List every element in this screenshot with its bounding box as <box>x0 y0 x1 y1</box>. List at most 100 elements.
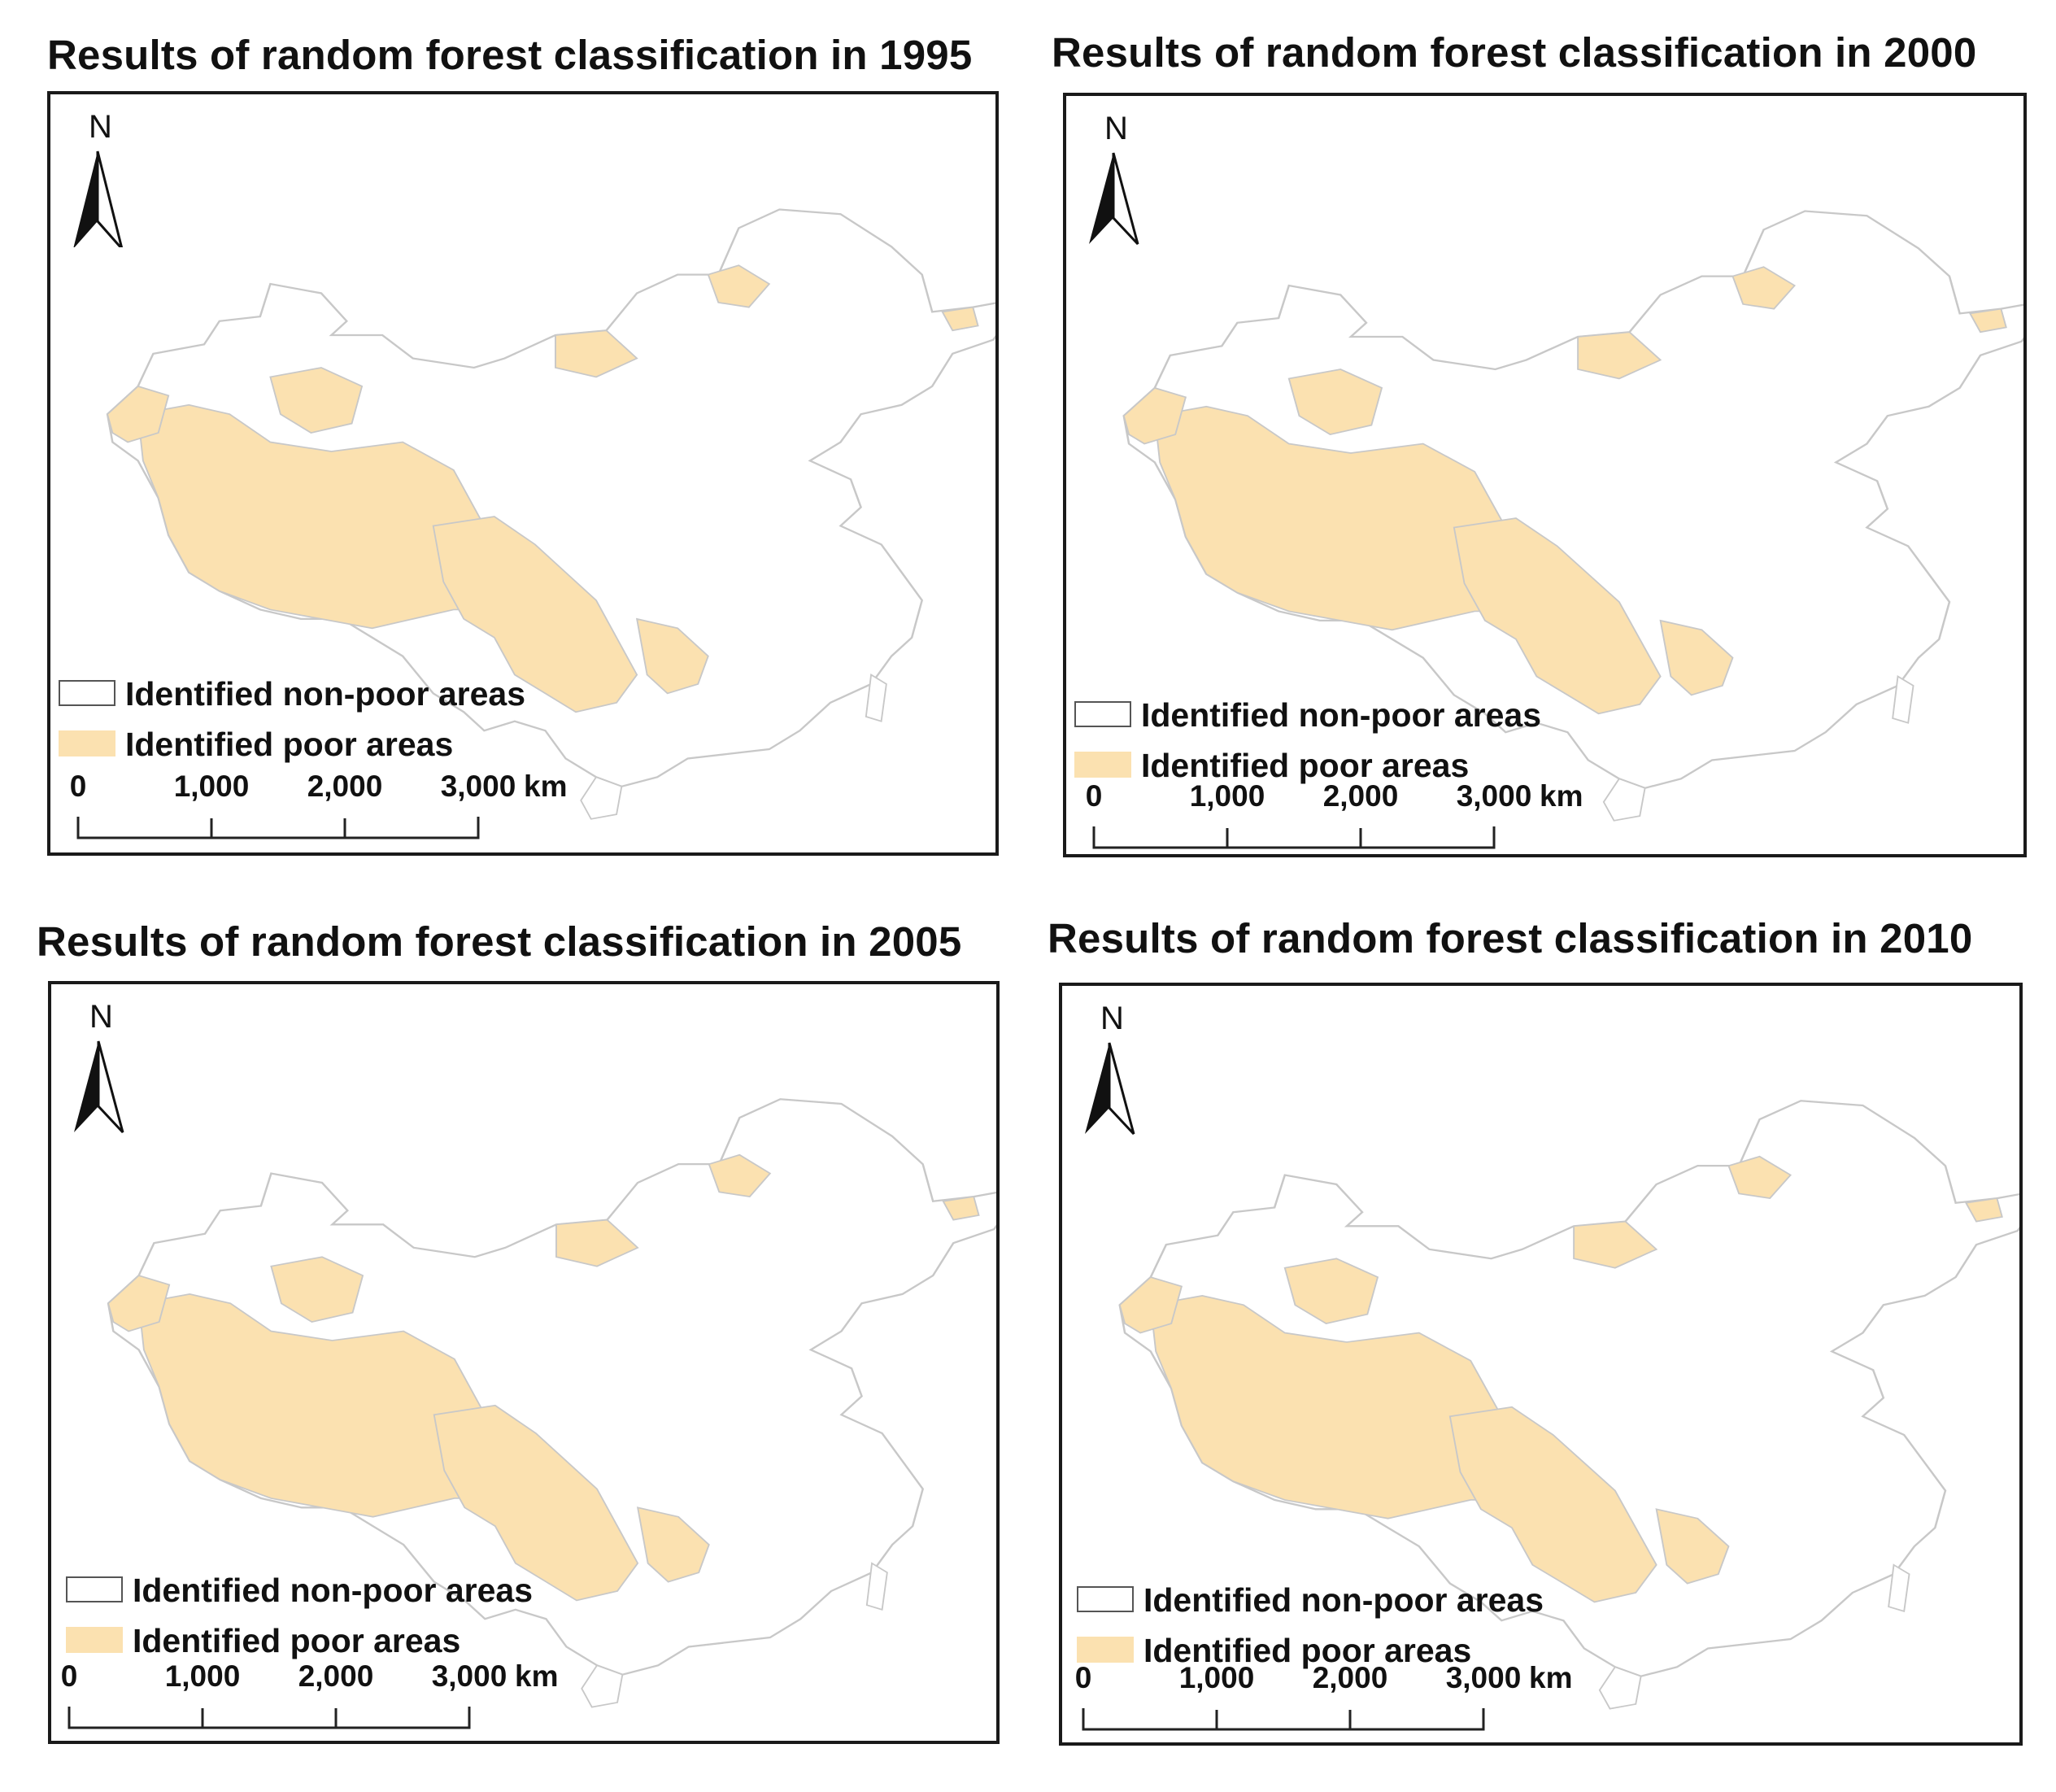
north-arrow-icon: N <box>67 109 140 247</box>
poor-region <box>137 1293 516 1518</box>
poor-region <box>1727 1155 1792 1200</box>
poor-region <box>433 1404 639 1602</box>
poor-region <box>270 1256 364 1323</box>
scale-tick-label: 1,000 <box>1178 1661 1255 1694</box>
non-poor-region <box>106 208 995 788</box>
map-frame: N Identified non-poor areas Identified p… <box>48 981 1000 1744</box>
non-poor-region <box>1118 1100 2019 1677</box>
legend-swatch-non-poor <box>66 1576 123 1602</box>
scale-tick-label: 3,000 <box>1456 779 1532 813</box>
legend-label-non-poor: Identified non-poor areas <box>1141 696 1542 734</box>
legend-label-poor: Identified poor areas <box>125 726 454 763</box>
poor-region <box>107 385 170 443</box>
scale-tick-label: 3,000 <box>1445 1661 1522 1694</box>
north-arrow-icon: N <box>68 999 141 1137</box>
poor-region <box>137 403 516 630</box>
poor-region <box>635 617 709 695</box>
scale-tick-label: 3,000 <box>431 1659 507 1693</box>
north-arrow-icon: N <box>1078 1001 1152 1139</box>
legend-swatch-non-poor <box>1074 701 1131 727</box>
scale-tick-label: 0 <box>1085 779 1103 813</box>
poor-region <box>269 367 364 434</box>
scale-unit: km <box>1529 1661 1573 1694</box>
scale-tick-label: 3,000 <box>440 770 516 803</box>
north-arrow-icon: N <box>1082 111 1156 249</box>
scale-tick-label: 0 <box>1074 1661 1092 1694</box>
poor-region <box>1122 386 1187 445</box>
legend-label-non-poor: Identified non-poor areas <box>133 1572 534 1609</box>
scale-bar: 0 1,000 2,000 3,000 km <box>54 1659 558 1733</box>
poor-region <box>707 264 771 308</box>
poor-region <box>432 516 638 713</box>
scale-tick-label: 2,000 <box>1322 779 1399 813</box>
poor-region <box>1731 266 1797 310</box>
scale-tick-label: 1,000 <box>164 1659 241 1693</box>
china-map <box>1122 210 2023 822</box>
panel-title: Results of random forest classification … <box>37 918 962 965</box>
map-frame: N Identified non-poor areas Identified p… <box>47 91 999 856</box>
china-map <box>107 1098 996 1708</box>
scale-bar: 0 1,000 2,000 3,000 km <box>1079 779 1583 852</box>
poor-region <box>1577 331 1662 380</box>
legend-label-non-poor: Identified non-poor areas <box>125 675 526 713</box>
poor-region <box>1968 307 2007 334</box>
legend-label-poor: Identified poor areas <box>133 1622 461 1659</box>
poor-region <box>1448 1406 1657 1603</box>
legend-swatch-poor <box>1074 752 1131 778</box>
poor-region <box>1149 1295 1534 1519</box>
map-frame: N Identified non-poor areas Identified p… <box>1063 93 2027 857</box>
map-panel-2005: Results of random forest classification … <box>37 918 1025 1792</box>
island <box>1888 1563 1910 1612</box>
poor-region <box>1283 1258 1379 1325</box>
scale-unit: km <box>524 770 568 803</box>
legend-swatch-non-poor <box>59 680 115 706</box>
scale-bar: 0 1,000 2,000 3,000 km <box>1069 1661 1572 1734</box>
poor-region <box>942 1196 980 1221</box>
poor-region <box>1964 1197 2003 1223</box>
legend-swatch-non-poor <box>1077 1586 1134 1612</box>
scale-tick-label: 2,000 <box>307 770 383 803</box>
scale-tick-label: 1,000 <box>173 770 250 803</box>
legend-swatch-poor <box>59 730 115 756</box>
island <box>865 1562 888 1611</box>
scale-unit: km <box>1540 779 1583 813</box>
poor-region <box>1453 517 1662 715</box>
island <box>865 674 887 722</box>
scale-tick-label: 2,000 <box>1312 1661 1388 1694</box>
scale-tick-label: 1,000 <box>1189 779 1265 813</box>
non-poor-region <box>107 1098 996 1676</box>
island <box>1602 778 1646 822</box>
poor-region <box>636 1506 710 1583</box>
panel-title: Results of random forest classification … <box>1048 915 1973 961</box>
poor-region <box>941 306 979 332</box>
panel-title: Results of random forest classification … <box>47 32 973 78</box>
map-panel-2010: Results of random forest classification … <box>1048 914 2036 1789</box>
map-panel-1995: Results of random forest classification … <box>47 31 1035 905</box>
scale-tick-label: 2,000 <box>298 1659 374 1693</box>
scale-tick-label: 0 <box>60 1659 78 1693</box>
china-map <box>106 208 995 820</box>
legend-label-poor: Identified poor areas <box>1141 747 1470 784</box>
map-panel-2000: Results of random forest classification … <box>1052 28 2040 903</box>
poor-region <box>1118 1276 1183 1334</box>
non-poor-region <box>1122 210 2023 790</box>
poor-region <box>708 1153 772 1198</box>
map-frame: N Identified non-poor areas Identified p… <box>1059 983 2023 1746</box>
china-map <box>1118 1100 2019 1710</box>
poor-region <box>1287 368 1383 436</box>
poor-region <box>1655 1508 1730 1585</box>
panel-title: Results of random forest classification … <box>1052 29 1977 76</box>
legend-label-non-poor: Identified non-poor areas <box>1143 1581 1544 1619</box>
scale-bar: 0 1,000 2,000 3,000 km <box>63 770 567 843</box>
poor-region <box>1153 405 1538 631</box>
poor-region <box>107 1275 171 1332</box>
island <box>580 776 623 820</box>
legend-label-poor: Identified poor areas <box>1143 1632 1472 1669</box>
legend-swatch-poor <box>66 1627 123 1653</box>
island <box>1892 675 1914 724</box>
legend-swatch-poor <box>1077 1637 1134 1663</box>
island <box>581 1664 624 1708</box>
scale-tick-label: 0 <box>69 770 87 803</box>
poor-region <box>1659 619 1734 696</box>
poor-region <box>555 329 638 378</box>
